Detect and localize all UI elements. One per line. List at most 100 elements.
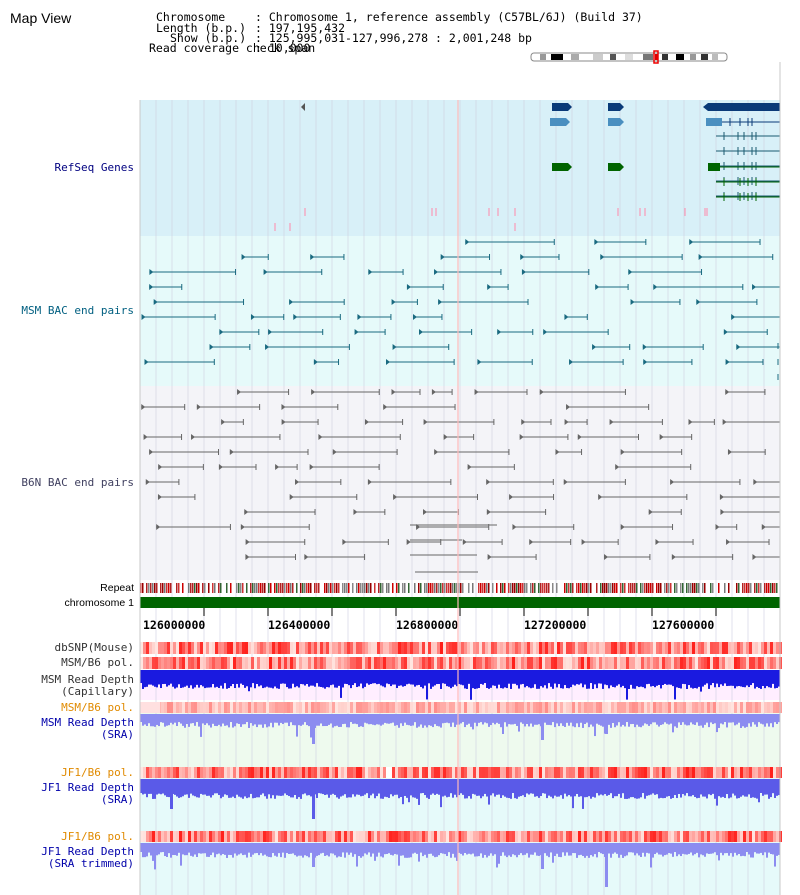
depth-bar — [462, 779, 464, 795]
repeat-element — [274, 583, 276, 593]
depth-bar — [282, 714, 284, 725]
polymorphism-cell — [641, 831, 644, 842]
depth-bar — [480, 670, 482, 684]
polymorphism-cell — [566, 702, 569, 713]
polymorphism-cell — [347, 702, 350, 713]
depth-bar — [486, 843, 488, 858]
polymorphism-cell — [491, 831, 494, 842]
depth-bar — [156, 670, 158, 688]
polymorphism-cell — [557, 657, 560, 669]
depth-bar — [646, 714, 648, 725]
depth-bar — [614, 843, 616, 853]
polymorphism-cell — [479, 702, 482, 713]
depth-bar — [508, 670, 510, 684]
depth-bar — [594, 714, 596, 737]
repeat-element — [238, 583, 240, 593]
depth-bar — [310, 843, 312, 853]
polymorphism-cell — [536, 767, 539, 778]
bac-end-marker — [465, 239, 470, 245]
refseq-genes-track[interactable] — [274, 103, 780, 231]
depth-bar — [470, 779, 472, 799]
depth-bar — [170, 670, 172, 684]
depth-bar — [162, 714, 164, 723]
depth-bar — [618, 670, 620, 685]
polymorphism-cell — [728, 767, 731, 778]
depth-bar — [350, 670, 352, 689]
polymorphism-cell — [176, 657, 179, 669]
depth-bar — [542, 670, 544, 688]
polymorphism-cell — [386, 657, 389, 669]
repeat-element — [270, 583, 272, 593]
depth-bar — [704, 779, 706, 797]
polymorphism-cell — [518, 767, 521, 778]
polymorphism-cell — [581, 702, 584, 713]
polymorphism-cell — [668, 831, 671, 842]
polymorphism-cell — [572, 657, 575, 669]
depth-bar — [558, 779, 560, 797]
chromosome-bar[interactable] — [140, 597, 780, 608]
label-msm-depth-sra-2: (SRA) — [101, 728, 134, 741]
depth-bar — [358, 779, 360, 795]
polymorphism-cell — [698, 702, 701, 713]
depth-bar — [396, 779, 398, 795]
depth-bar — [600, 670, 602, 684]
depth-bar — [616, 843, 618, 854]
polymorphism-cell — [401, 642, 404, 654]
polymorphism-cell — [383, 767, 386, 778]
repeat-track[interactable] — [140, 583, 778, 593]
depth-bar — [516, 714, 518, 726]
label-refseq-genes[interactable]: RefSeq Genes — [55, 161, 134, 174]
repeat-element — [660, 583, 662, 593]
depth-bar — [348, 779, 350, 798]
depth-bar — [172, 843, 174, 856]
depth-bar — [556, 779, 558, 797]
repeat-element — [698, 583, 700, 593]
polymorphism-cell — [170, 642, 173, 654]
polymorphism-cell — [599, 642, 602, 654]
depth-bar — [294, 779, 296, 796]
depth-bar — [624, 714, 626, 727]
polymorphism-cell — [473, 702, 476, 713]
depth-bar — [166, 843, 168, 857]
bac-end-marker — [281, 419, 286, 425]
depth-bar — [696, 843, 698, 853]
label-b6n-bac[interactable]: B6N BAC end pairs — [21, 476, 134, 489]
chromosome-ideogram[interactable] — [530, 50, 728, 64]
depth-bar — [406, 714, 408, 725]
repeat-element — [744, 583, 746, 593]
label-msm-bac[interactable]: MSM BAC end pairs — [21, 304, 134, 317]
repeat-element — [306, 583, 308, 593]
polymorphism-cell — [746, 657, 749, 669]
polymorphism-heatmaps[interactable] — [140, 642, 782, 842]
polymorphism-cell — [704, 831, 707, 842]
polymorphism-cell — [140, 657, 143, 669]
polymorphism-cell — [650, 642, 653, 654]
polymorphism-cell — [569, 767, 572, 778]
b6n-bac-end-pairs-track[interactable] — [141, 389, 781, 573]
depth-bar — [736, 714, 738, 725]
polymorphism-cell — [680, 767, 683, 778]
depth-bar — [316, 779, 318, 799]
depth-bar — [242, 779, 244, 799]
read-depth-tracks[interactable] — [140, 670, 780, 887]
depth-bar — [570, 779, 572, 797]
bac-end-marker — [725, 389, 730, 395]
depth-bar — [494, 843, 496, 855]
polymorphism-cell — [473, 831, 476, 842]
depth-bar — [494, 714, 496, 725]
depth-bar — [724, 779, 726, 798]
depth-bar — [364, 843, 366, 854]
polymorphism-cell — [767, 657, 770, 669]
depth-bar — [150, 843, 152, 856]
repeat-element — [666, 583, 668, 593]
depth-bar — [586, 714, 588, 723]
polymorphism-cell — [269, 831, 272, 842]
depth-bar — [756, 843, 758, 854]
polymorphism-cell — [692, 642, 695, 654]
depth-bar — [180, 670, 182, 688]
depth-bar — [508, 779, 510, 799]
polymorphism-cell — [770, 642, 773, 654]
ideogram-band — [690, 54, 696, 60]
repeat-element — [288, 583, 290, 593]
depth-bar — [502, 779, 504, 796]
